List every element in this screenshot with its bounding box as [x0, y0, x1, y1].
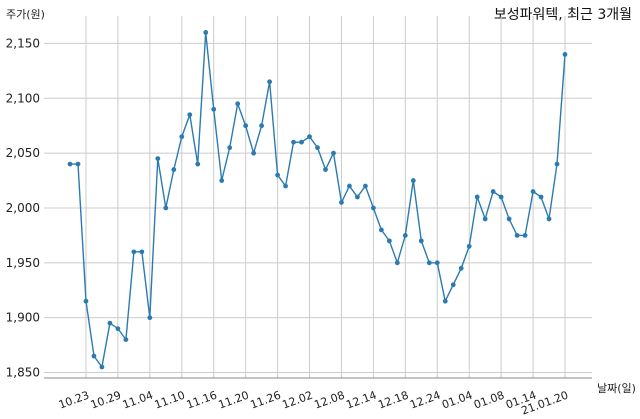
- y-tick-label: 1,950: [6, 256, 40, 270]
- price-point: [267, 79, 272, 85]
- price-point: [458, 265, 464, 271]
- price-point: [506, 216, 512, 222]
- x-tick-label: 01.08: [472, 389, 506, 412]
- price-point: [67, 161, 73, 167]
- price-point: [147, 315, 153, 321]
- price-point: [315, 145, 320, 151]
- price-point: [546, 216, 552, 222]
- y-tick-label: 2,050: [6, 146, 40, 160]
- x-tick-label: 10.29: [89, 389, 123, 412]
- price-point: [211, 106, 217, 112]
- price-point: [163, 205, 169, 211]
- chart-title: 보성파워텍, 최근 3개월: [493, 7, 632, 23]
- x-tick-label: 12.02: [280, 389, 314, 412]
- price-point: [498, 194, 504, 200]
- price-point: [203, 30, 209, 35]
- price-point: [466, 243, 472, 249]
- x-tick-label: 11.10: [153, 389, 187, 412]
- price-point: [482, 216, 488, 222]
- x-tick-label: 12.08: [312, 389, 346, 412]
- y-tick-label: 2,000: [6, 201, 40, 215]
- price-point: [370, 205, 376, 211]
- price-point: [259, 123, 265, 129]
- x-tick-label: 12.18: [376, 389, 410, 412]
- x-tick-label: 11.20: [217, 389, 251, 412]
- price-point: [355, 194, 360, 200]
- x-axis-label: 날짜(일): [597, 382, 636, 395]
- price-point: [131, 249, 137, 255]
- price-point: [386, 238, 392, 244]
- price-point: [299, 139, 304, 145]
- price-point: [530, 189, 536, 194]
- price-point: [347, 183, 352, 189]
- price-point: [514, 232, 520, 238]
- price-point: [155, 156, 161, 162]
- price-point: [538, 194, 544, 200]
- price-point: [243, 123, 249, 129]
- y-tick-label: 1,850: [6, 366, 40, 380]
- y-tick-label: 1,900: [6, 311, 40, 325]
- price-point: [195, 161, 201, 167]
- x-tick-label: 11.16: [185, 389, 219, 412]
- price-point: [115, 326, 121, 332]
- price-point: [490, 189, 496, 194]
- price-point: [474, 194, 480, 200]
- y-tick-label: 2,100: [6, 91, 40, 105]
- price-point: [227, 145, 233, 151]
- price-point: [123, 337, 129, 343]
- x-tick-label: 11.04: [121, 389, 155, 412]
- price-point: [187, 112, 193, 118]
- price-series-line: [70, 32, 566, 369]
- price-point: [219, 178, 225, 183]
- price-point: [410, 178, 416, 183]
- price-point: [378, 227, 384, 233]
- price-point: [331, 150, 336, 156]
- price-point: [307, 134, 312, 140]
- x-tick-label: 10.23: [57, 389, 91, 412]
- price-point: [418, 238, 424, 244]
- price-point: [323, 167, 328, 172]
- price-point: [562, 51, 568, 57]
- y-tick-label: 2,150: [6, 36, 40, 50]
- price-point: [235, 101, 241, 107]
- price-point: [394, 260, 400, 266]
- price-point: [402, 232, 408, 238]
- x-tick-label: 01.04: [440, 389, 474, 412]
- x-tick-label: 12.24: [408, 389, 442, 412]
- x-tick-label: 12.14: [344, 389, 378, 412]
- price-point: [171, 167, 177, 172]
- price-point: [75, 161, 81, 167]
- price-point: [442, 298, 448, 304]
- price-point: [91, 353, 97, 359]
- price-point: [179, 134, 185, 140]
- price-point: [283, 183, 288, 189]
- price-point: [275, 172, 280, 178]
- price-point: [139, 249, 145, 255]
- price-point: [554, 161, 560, 167]
- price-point: [339, 200, 344, 205]
- price-point: [363, 183, 368, 189]
- x-tick-label: 11.26: [249, 389, 283, 412]
- price-point: [522, 232, 528, 238]
- price-point: [83, 298, 89, 304]
- price-point: [251, 150, 257, 156]
- price-point: [450, 282, 456, 288]
- price-point: [107, 320, 113, 326]
- price-point: [291, 139, 296, 145]
- y-axis-label: 주가(원): [6, 8, 45, 21]
- price-point: [99, 364, 105, 370]
- price-point: [426, 260, 432, 266]
- price-point: [434, 260, 440, 266]
